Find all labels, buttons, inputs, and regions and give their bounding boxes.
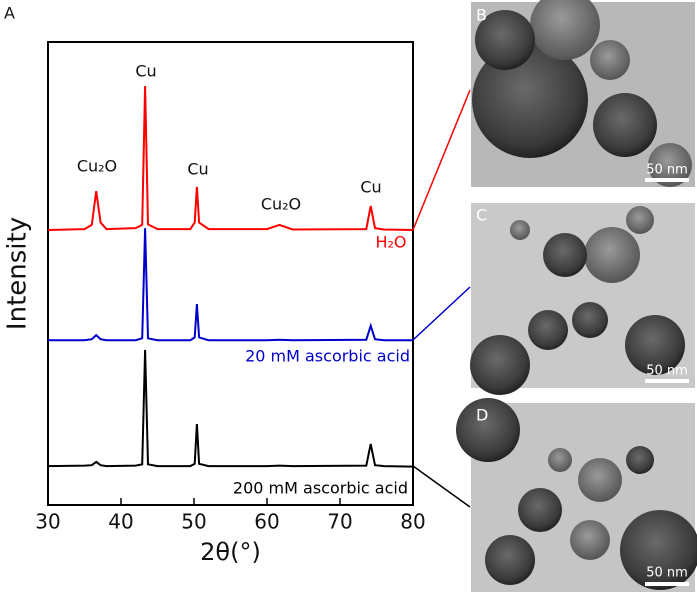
y-axis-label: Intensity	[3, 217, 33, 330]
panel-label: A	[4, 4, 15, 23]
series-label: 20 mM ascorbic acid	[245, 347, 410, 366]
panel-label: C	[476, 206, 487, 225]
plot-frame	[47, 41, 414, 506]
series-label: 200 mM ascorbic acid	[233, 479, 408, 498]
series-label: H₂O	[375, 233, 406, 252]
peak-annotation: Cu₂O	[77, 157, 117, 176]
tem-image	[456, 398, 697, 592]
x-tick-label: 60	[254, 510, 279, 534]
tem-image	[470, 203, 695, 395]
x-tick-label: 40	[108, 510, 133, 534]
tem-images	[456, 0, 697, 592]
xrd-line	[48, 228, 413, 342]
x-axis-label: 2θ(°)	[200, 538, 261, 566]
x-tick-label: 30	[35, 510, 60, 534]
scale-bar-label: 50 nm	[646, 364, 688, 379]
x-tick-label: 80	[400, 510, 425, 534]
x-tick-label: 50	[181, 510, 206, 534]
scale-bar-label: 50 nm	[646, 163, 688, 178]
peak-annotation: Cu	[360, 178, 381, 197]
tem-image	[471, 0, 695, 187]
xrd-line	[47, 349, 414, 468]
peak-annotation: Cu₂O	[261, 195, 301, 214]
scale-bar-label: 50 nm	[646, 566, 688, 581]
x-tick-label: 70	[327, 510, 352, 534]
panel-label: D	[476, 406, 488, 425]
connector	[412, 286, 471, 341]
connector	[412, 465, 471, 508]
peak-annotation: Cu	[135, 62, 156, 81]
connector	[412, 89, 471, 231]
peak-annotation: Cu	[187, 160, 208, 179]
panel-label: B	[476, 6, 487, 25]
xrd-line	[47, 85, 414, 231]
